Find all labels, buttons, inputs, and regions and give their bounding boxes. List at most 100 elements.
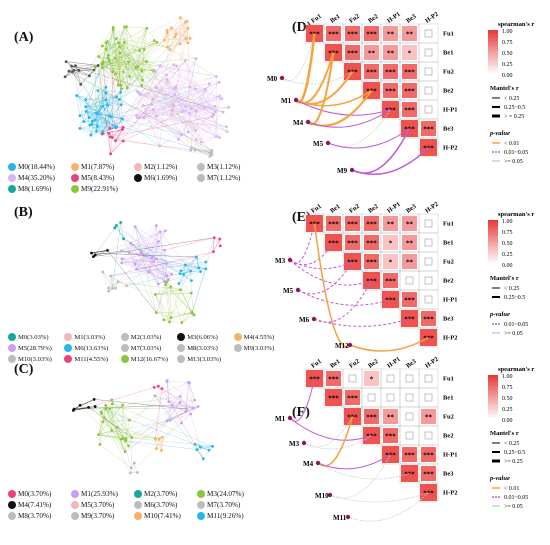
network-node <box>180 133 183 136</box>
network-node <box>130 466 133 469</box>
legend-label: M10(3.03%) <box>18 356 52 363</box>
heatmap-col-label: Be3 <box>405 13 418 25</box>
mantel-link <box>352 129 410 174</box>
network-edge <box>165 238 215 251</box>
network-node <box>121 118 124 121</box>
significance-label: *** <box>385 278 396 286</box>
network-node <box>154 293 157 296</box>
network-node <box>136 116 139 119</box>
network-node <box>139 116 142 119</box>
network-node <box>157 385 160 388</box>
legend-label: M13(3.03%) <box>187 356 221 363</box>
network-graph-a <box>55 10 255 170</box>
heatmap-square <box>425 87 432 94</box>
significance-label: *** <box>404 452 415 460</box>
network-node <box>135 268 138 271</box>
network-node <box>145 27 148 30</box>
legend-item: M3(6.06%) <box>177 333 231 341</box>
network-node <box>106 40 109 43</box>
network-node <box>130 436 133 439</box>
legend-swatch <box>8 501 16 509</box>
significance-label: ** <box>406 221 414 229</box>
network-edge <box>99 418 105 435</box>
legend-swatch <box>134 512 142 520</box>
network-node <box>166 274 169 277</box>
network-node <box>184 264 187 267</box>
network-node <box>134 262 137 265</box>
legend-label: M3(1.12%) <box>207 163 240 171</box>
network-node <box>205 267 208 270</box>
legend-swatch <box>197 501 205 509</box>
module-label: M1 <box>281 97 292 105</box>
legend-item: M8(1.69%) <box>8 185 69 193</box>
network-node <box>184 37 187 40</box>
network-node <box>107 132 110 135</box>
network-node <box>153 386 156 389</box>
network-node <box>172 63 175 66</box>
network-node <box>101 132 104 135</box>
network-node <box>194 443 197 446</box>
network-node <box>120 84 123 87</box>
legend-item: M2(3.03%) <box>121 333 175 341</box>
significance-label: *** <box>385 69 396 77</box>
pvalue-label: 0.01~0.05 <box>504 495 528 501</box>
module-label: M4 <box>303 460 314 468</box>
heatmap-row-label: Fu1 <box>443 221 454 228</box>
network-node <box>220 97 223 100</box>
legend-item: M0(18.44%) <box>8 163 69 171</box>
legend-label: M4(35.20%) <box>18 174 55 182</box>
legend-label: M0(3.70%) <box>18 490 51 498</box>
pvalue-label: >= 0.05 <box>504 331 523 337</box>
network-node <box>167 400 170 403</box>
scale-tick: 0.25 <box>502 62 513 68</box>
network-node <box>117 281 120 284</box>
network-node <box>91 120 94 123</box>
significance-label: *** <box>347 395 358 403</box>
heatmap-col-label: Fu1 <box>310 203 323 215</box>
module-label: M0 <box>267 75 278 83</box>
network-edge <box>110 117 212 137</box>
network-node <box>163 249 166 252</box>
legend-swatch <box>64 355 72 363</box>
network-edge <box>167 381 188 382</box>
network-node <box>124 440 127 443</box>
network-node <box>114 57 117 60</box>
heatmap-square <box>349 375 356 382</box>
network-node <box>138 49 141 52</box>
network-node <box>114 72 117 75</box>
network-node <box>194 129 197 132</box>
significance-label: *** <box>385 433 396 441</box>
network-node <box>148 271 151 274</box>
scale-tick: 0.25 <box>502 407 513 413</box>
network-edge <box>122 226 157 251</box>
heatmap-square <box>425 432 432 439</box>
legend-label: M1(3.03%) <box>74 334 105 341</box>
module-node <box>294 98 298 102</box>
legend-swatch <box>8 512 16 520</box>
network-node <box>189 413 192 416</box>
network-node <box>211 445 214 448</box>
legend-swatch <box>8 185 16 193</box>
heatmap-row-label: Fu2 <box>443 414 454 421</box>
network-node <box>215 75 218 78</box>
network-node <box>104 407 107 410</box>
legend-label: M12(16.67%) <box>131 356 168 363</box>
network-node <box>187 41 190 44</box>
network-node <box>117 84 120 87</box>
heatmap-col-label: Be1 <box>329 358 342 370</box>
network-node <box>161 387 164 390</box>
heatmap-col-label: Fu2 <box>348 203 361 215</box>
network-node <box>104 404 107 407</box>
legend-label: M2(3.03%) <box>131 334 162 341</box>
module-label: M6 <box>299 316 310 324</box>
panel-c-label: (C) <box>14 362 33 378</box>
network-node <box>102 61 105 64</box>
legend-item: M5(8.43%) <box>71 174 132 182</box>
network-node <box>185 408 188 411</box>
legend-item: M10(7.41%) <box>134 512 195 520</box>
module-label: M5 <box>283 287 294 295</box>
significance-label: ** <box>425 414 433 422</box>
significance-label: * <box>389 259 393 267</box>
network-node <box>197 267 200 270</box>
legend-label: M11(9.26%) <box>207 512 244 520</box>
